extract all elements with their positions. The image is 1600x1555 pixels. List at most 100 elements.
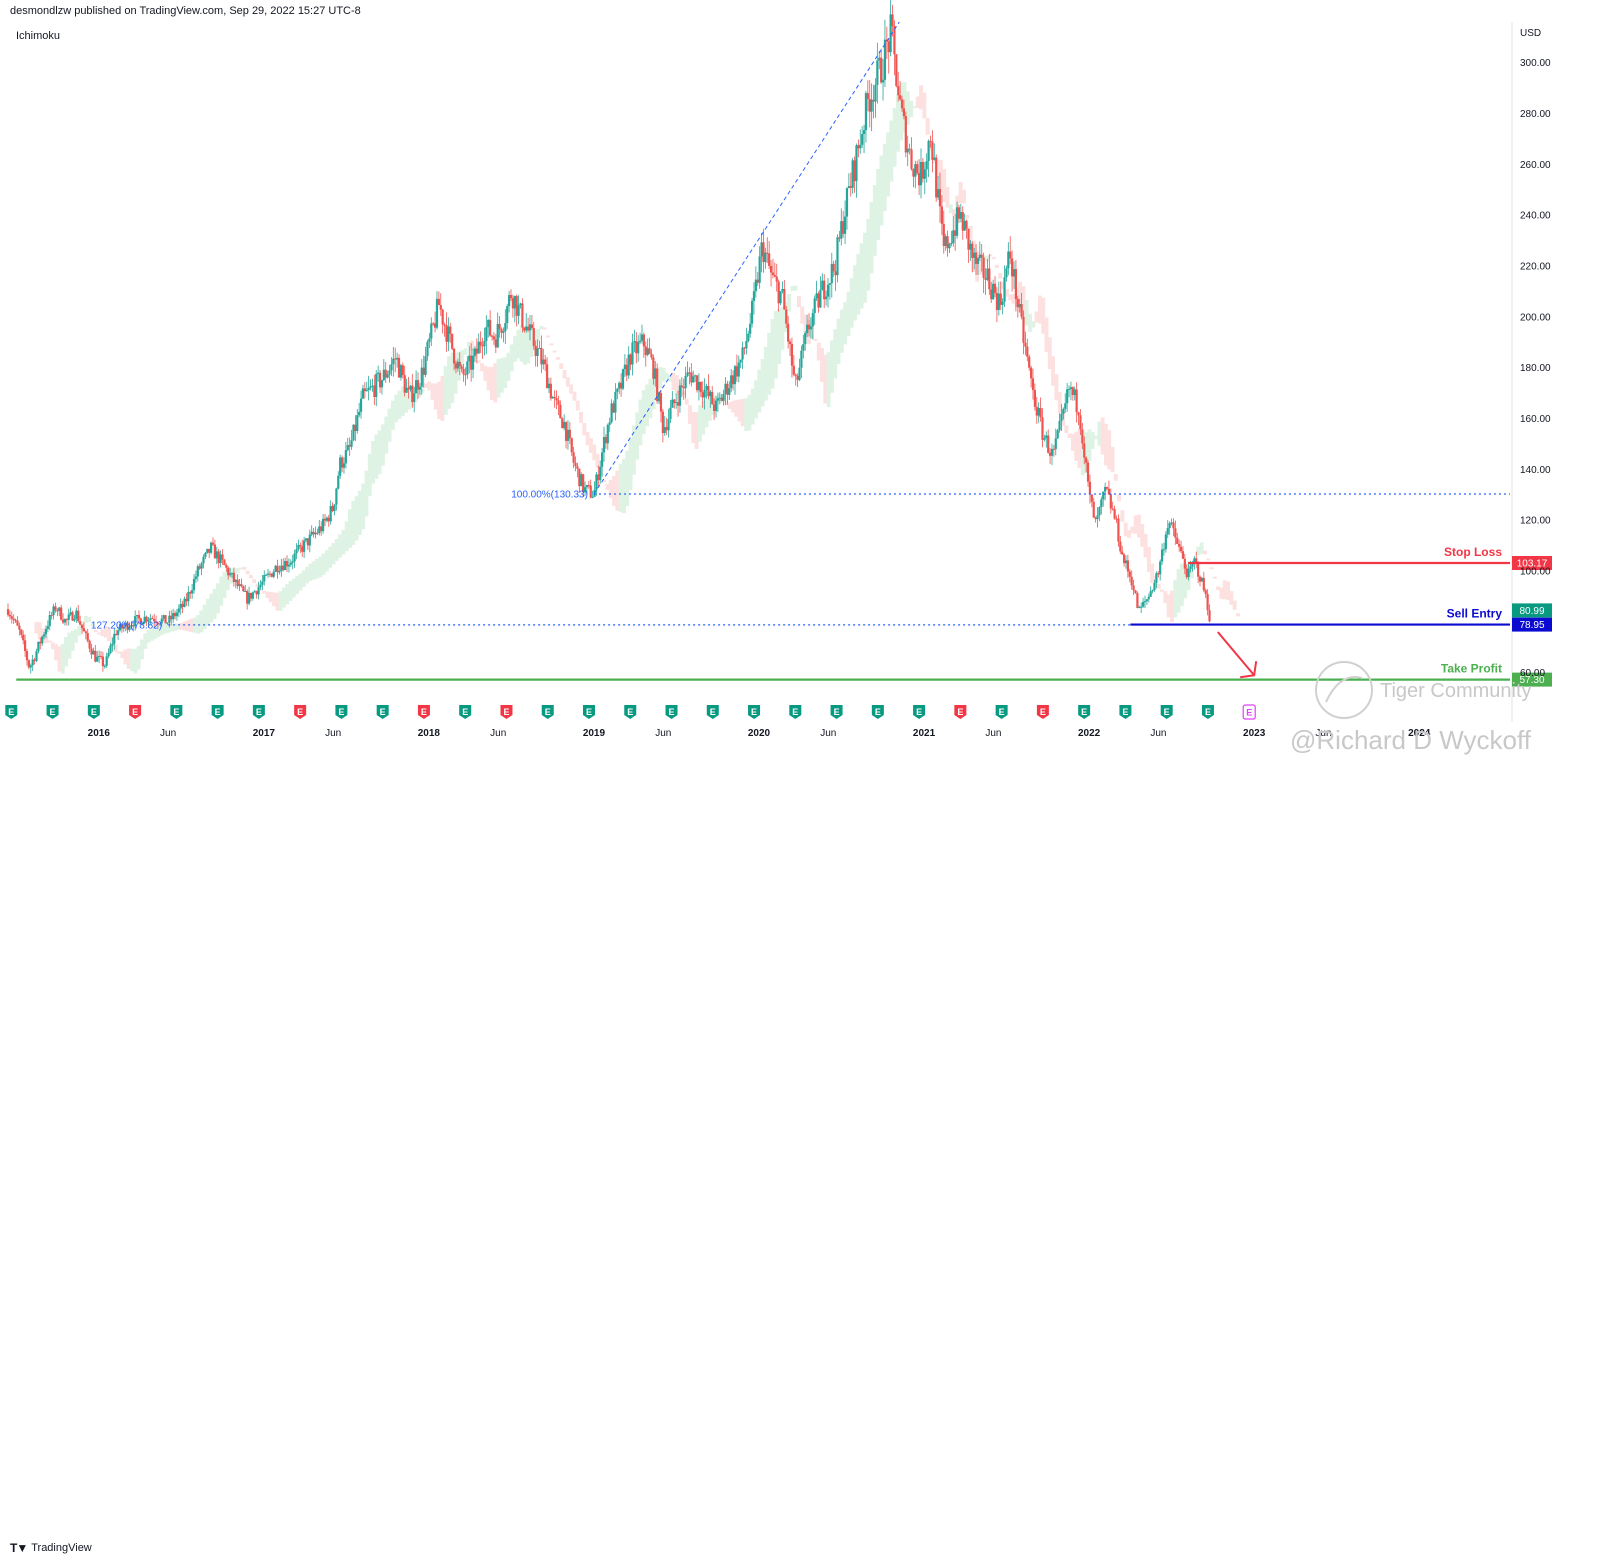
cloud-segment xyxy=(869,202,874,274)
earnings-marker xyxy=(335,705,348,719)
candle-body xyxy=(1183,558,1186,569)
candle-body xyxy=(363,388,366,392)
earnings-marker xyxy=(252,705,265,719)
candle-body xyxy=(619,382,623,389)
cloud-segment xyxy=(701,400,706,435)
candle-body xyxy=(82,628,86,632)
watermark-community: Tiger Community xyxy=(1380,680,1532,702)
candle-body xyxy=(483,341,486,347)
cloud-segment xyxy=(899,82,904,141)
candle-body xyxy=(775,276,778,282)
candle-body xyxy=(1202,577,1205,591)
cloud-segment xyxy=(569,384,574,394)
cloud-segment xyxy=(1160,589,1164,592)
cloud-segment xyxy=(245,570,250,575)
candle-body xyxy=(916,164,919,174)
cloud-segment xyxy=(816,342,821,361)
candle-body xyxy=(494,339,497,348)
candle-body xyxy=(342,463,346,468)
candle-body xyxy=(456,361,459,369)
candle-body xyxy=(711,391,714,405)
candle-body xyxy=(1109,494,1112,509)
candle-body xyxy=(927,140,930,162)
cloud-segment xyxy=(915,96,920,108)
earnings-marker-label: E xyxy=(8,707,14,717)
candle-body xyxy=(44,628,48,635)
fib-level-label: 100.00%(130.33) xyxy=(511,489,588,500)
candle-body xyxy=(396,357,399,360)
cloud-segment xyxy=(859,243,864,309)
candle-body xyxy=(285,560,289,567)
projection-arrow-shaft xyxy=(1217,631,1255,676)
cloud-segment xyxy=(285,583,290,605)
candle-body xyxy=(756,279,759,283)
cloud-segment xyxy=(585,431,590,446)
candle-body xyxy=(352,424,355,441)
candle-body xyxy=(504,323,507,332)
candle-body xyxy=(132,625,135,627)
take_profit-title: Take Profit xyxy=(1441,662,1502,676)
cloud-segment xyxy=(328,546,333,568)
candle-body xyxy=(1056,430,1059,439)
candle-body xyxy=(771,272,775,275)
candle-body xyxy=(86,633,89,641)
candle-body xyxy=(282,565,285,571)
candle-body xyxy=(680,385,683,388)
cloud-segment xyxy=(925,117,930,135)
time-tick-label: Jun xyxy=(1150,728,1166,739)
candle-body xyxy=(69,612,72,615)
cloud-segment xyxy=(1183,563,1188,599)
candle-body xyxy=(333,504,336,511)
candle-body xyxy=(422,367,425,375)
sell_entry-price-tag xyxy=(1512,617,1552,632)
cloud-segment xyxy=(975,251,980,282)
candle-body xyxy=(79,621,82,625)
candle-body xyxy=(487,319,490,328)
candle-body xyxy=(834,271,837,276)
earnings-marker xyxy=(5,705,18,719)
candle-body xyxy=(1073,389,1076,396)
candle-body xyxy=(189,592,192,594)
candle-body xyxy=(107,652,110,657)
cloud-segment xyxy=(879,155,884,226)
candle-body xyxy=(779,291,782,304)
candle-body xyxy=(568,429,571,439)
candle-body xyxy=(547,383,551,389)
candle-body xyxy=(386,374,389,378)
header-bar: desmondlzw published on TradingView.com,… xyxy=(0,0,1600,22)
candle-body xyxy=(202,556,205,564)
candle-body xyxy=(988,268,991,290)
candle-body xyxy=(304,538,308,541)
candle-body xyxy=(726,383,729,395)
cloud-segment xyxy=(305,566,309,584)
earnings-marker-label: E xyxy=(916,707,922,717)
candle-body xyxy=(50,615,53,617)
candle-body xyxy=(350,440,353,447)
candle-body xyxy=(538,347,541,349)
cloud-segment xyxy=(519,325,524,362)
candle-body xyxy=(944,236,947,246)
tradingview-logo[interactable]: T▼ TradingView xyxy=(10,1541,92,1555)
earnings-marker xyxy=(87,705,100,719)
candle-body xyxy=(699,382,702,393)
candle-body xyxy=(866,93,869,100)
candle-body xyxy=(88,640,91,649)
earnings-marker-label: E xyxy=(545,707,551,717)
cloud-segment xyxy=(1169,590,1174,623)
candle-body xyxy=(553,397,556,399)
cloud-segment xyxy=(466,341,471,347)
candle-body xyxy=(695,375,699,391)
candle-body xyxy=(139,618,142,625)
cloud-segment xyxy=(1067,433,1072,439)
candle-body xyxy=(946,236,949,249)
candle-body xyxy=(993,283,997,294)
cloud-segment xyxy=(919,85,924,110)
indicator-label[interactable]: Ichimoku xyxy=(16,30,61,42)
cloud-segment xyxy=(1127,530,1131,538)
candle-body xyxy=(266,573,270,575)
cloud-segment xyxy=(460,350,465,368)
candle-body xyxy=(1045,435,1048,439)
candle-body xyxy=(1162,549,1166,551)
price-chart[interactable]: 100.00%(130.33)127.20%(78.82) Stop Loss1… xyxy=(0,0,1600,770)
candle-body xyxy=(893,26,896,55)
